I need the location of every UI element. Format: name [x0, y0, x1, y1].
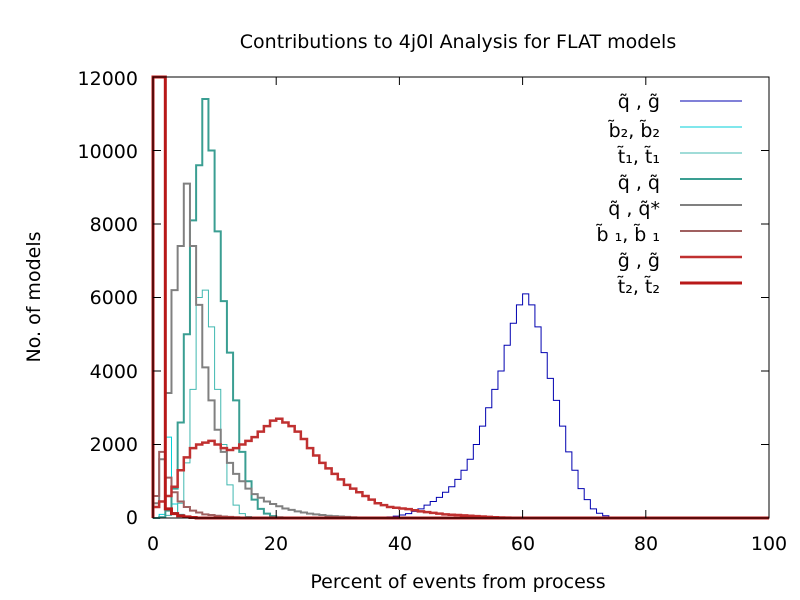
x-tick-label: 60 — [511, 533, 535, 555]
y-tick-label: 12000 — [78, 68, 138, 90]
y-axis-label: No. of models — [23, 232, 45, 363]
legend-label: g̃ , g̃ — [618, 250, 660, 272]
y-tick-label: 10000 — [78, 141, 138, 163]
plot-frame — [152, 76, 770, 519]
x-tick-labels: 0 20 40 60 80 100 — [147, 533, 787, 555]
series-histogram-0 — [380, 293, 769, 519]
legend: q̃ , g̃ b̃₂, b̃₂ t̃₁, t̃₁ q̃ , q̃ q̃ , q… — [596, 91, 742, 298]
legend-label: q̃ , q̃ — [618, 172, 660, 194]
x-tick-label: 80 — [634, 533, 658, 555]
legend-label: t̃₁, t̃₁ — [617, 146, 660, 168]
series-histogram-6 — [151, 417, 769, 520]
y-tick-label: 4000 — [90, 361, 138, 383]
x-tick-label: 100 — [751, 533, 787, 555]
x-tick-label: 0 — [147, 533, 159, 555]
x-tick-label: 20 — [264, 533, 288, 555]
x-tick-label: 40 — [388, 533, 412, 555]
legend-label: q̃ , q̃* — [608, 198, 660, 220]
series-histogram-3 — [153, 98, 769, 519]
y-tick-label: 6000 — [90, 287, 138, 309]
y-tick-label: 8000 — [90, 214, 138, 236]
legend-label: b̃ ₁, b̃ ₁ — [596, 224, 660, 246]
legend-label: b̃₂, b̃₂ — [608, 120, 660, 142]
y-tick-labels: 0 2000 4000 6000 8000 10000 12000 — [78, 68, 138, 529]
y-tick-label: 2000 — [90, 434, 138, 456]
legend-label: q̃ , g̃ — [618, 91, 660, 113]
legend-label: t̃₂, t̃₂ — [617, 276, 660, 298]
chart-title: Contributions to 4j0l Analysis for FLAT … — [240, 31, 676, 53]
y-tick-label: 0 — [126, 507, 138, 529]
x-axis-label: Percent of events from process — [310, 571, 605, 593]
series-histogram-4 — [152, 182, 769, 519]
series-layer — [151, 75, 769, 520]
